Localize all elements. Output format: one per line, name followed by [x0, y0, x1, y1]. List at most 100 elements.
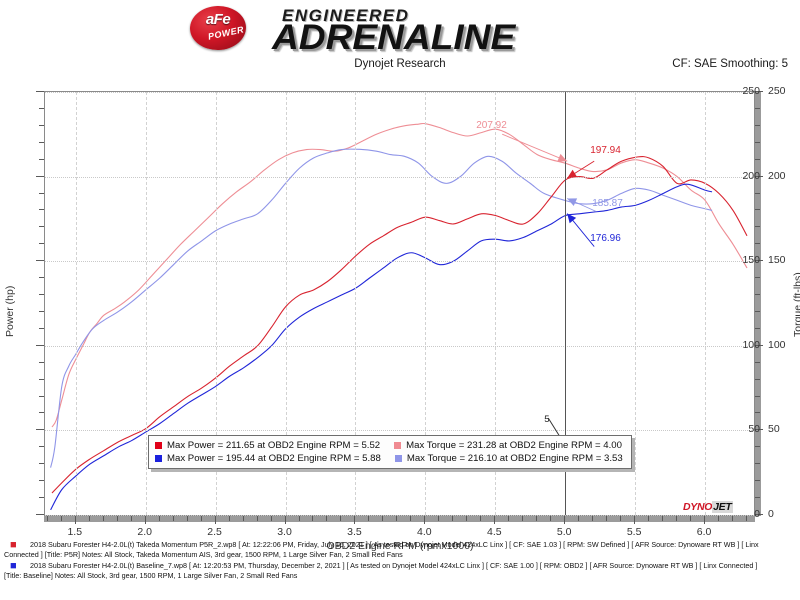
footnotes: ■ 2018 Subaru Forester H4-2.0L(t) Takeda…: [0, 540, 800, 582]
y-axis-tick-right: [755, 243, 760, 245]
footnote-text-line1: 2018 Subaru Forester H4-2.0L(t) Baseline…: [30, 561, 758, 570]
y-axis-label-right: 150: [768, 254, 786, 267]
curve-baseline-power: [50, 183, 713, 511]
gridline-horizontal: [45, 430, 754, 432]
x-axis-tick: [396, 516, 398, 521]
x-axis-tick: [732, 516, 734, 521]
y-axis-label-right: 100: [768, 338, 786, 351]
x-axis-tick: [312, 516, 314, 521]
x-axis-label: 5.5: [626, 526, 642, 538]
y-axis-tick-right: [755, 158, 760, 160]
x-axis-tick: [550, 516, 552, 521]
footnote-bullet-icon: ■: [10, 539, 17, 551]
y-axis-tick-left: [39, 226, 44, 228]
cursor-line[interactable]: [565, 92, 567, 515]
x-axis-tick: [242, 516, 244, 521]
y-axis-tick-right: [755, 310, 760, 312]
legend-swatch-light-red: [394, 442, 402, 449]
y-axis-tick-right: [755, 344, 763, 346]
y-axis-tick-left: [39, 497, 44, 499]
y-axis-tick-left: [39, 327, 44, 329]
x-axis-tick: [410, 516, 412, 521]
y-axis-tick-left: [36, 175, 44, 177]
y-axis-tick-right: [755, 395, 760, 397]
y-axis-label-right: 50: [768, 423, 780, 436]
adrenaline-text: ADRENALINE: [272, 18, 516, 57]
y-axis-tick-right: [755, 378, 760, 380]
legend-max-torque-baseline: Max Torque = 216.10 at OBD2 Engine RPM =…: [394, 453, 623, 464]
x-axis-tick: [88, 516, 90, 521]
x-axis-tick: [340, 516, 342, 521]
footnote-text-line2: [Title: Baseline] Notes: All Stock, 3rd …: [4, 571, 298, 580]
x-axis-tick: [620, 516, 622, 521]
x-axis-label: 4.5: [486, 526, 502, 538]
footnote-text-line1: 2018 Subaru Forester H4-2.0L(t) Takeda M…: [30, 540, 759, 549]
y-axis-tick-left: [36, 514, 44, 515]
x-axis-tick: [74, 516, 76, 524]
y-axis-tick-right: [755, 497, 760, 499]
x-axis-tick: [354, 516, 356, 524]
legend-max-torque-takeda: Max Torque = 231.28 at OBD2 Engine RPM =…: [394, 440, 622, 451]
correction-factor-note: CF: SAE Smoothing: 5: [672, 58, 788, 70]
y-axis-tick-left: [39, 209, 44, 211]
x-axis: [44, 516, 755, 524]
x-axis-tick: [676, 516, 678, 521]
gridline-vertical: [145, 92, 147, 515]
y-axis-tick-right: [755, 260, 763, 262]
y-axis-tick-right: [755, 480, 760, 482]
y-axis-tick-left: [39, 294, 44, 296]
x-axis-tick: [228, 516, 230, 521]
x-axis-label: 3.0: [277, 526, 292, 538]
y-axis-tick-right: [755, 294, 760, 296]
gridline-vertical: [355, 92, 357, 515]
y-axis-tick-left: [39, 158, 44, 160]
y-axis-tick-right: [755, 277, 760, 279]
x-axis-tick: [522, 516, 524, 521]
x-axis-tick: [494, 516, 496, 524]
afe-brand-text: aFe: [205, 11, 231, 28]
dynojet-watermark-dyno: DYNO: [683, 501, 713, 513]
gridline-horizontal: [45, 261, 754, 263]
x-axis-tick: [130, 516, 132, 521]
y-axis-tick-left: [39, 124, 44, 126]
legend-row: Max Power = 195.44 at OBD2 Engine RPM = …: [155, 452, 623, 465]
legend-max-power-takeda: Max Power = 211.65 at OBD2 Engine RPM = …: [155, 440, 380, 451]
y-axis-label-left: 200: [742, 169, 760, 182]
legend-label: Max Power = 211.65 at OBD2 Engine RPM = …: [167, 440, 381, 451]
y-axis-tick-right: [755, 361, 760, 363]
y-axis-tick-left: [39, 310, 44, 312]
legend-swatch-red: [155, 442, 162, 449]
gridline-horizontal: [45, 92, 754, 93]
footnote-bullet-icon: ■: [10, 560, 17, 572]
y-axis-tick-right: [755, 192, 760, 194]
y-axis-tick-left: [39, 192, 44, 194]
footnote-takeda: ■ 2018 Subaru Forester H4-2.0L(t) Takeda…: [0, 540, 800, 560]
y-axis-label-left: 250: [742, 85, 760, 97]
y-axis-tick-left: [39, 395, 44, 397]
x-axis-tick: [256, 516, 258, 521]
x-axis-tick: [466, 516, 468, 521]
chart-subtitle: Dynojet Research: [354, 58, 446, 70]
x-axis-tick: [298, 516, 300, 521]
x-axis-label: 3.5: [347, 526, 362, 538]
gridline-vertical: [425, 92, 427, 515]
x-axis-tick: [536, 516, 538, 521]
y-axis-label-left: 0: [754, 508, 760, 520]
value-annotation-takeda-torque: 207.92: [476, 120, 507, 132]
x-axis-tick: [746, 516, 747, 521]
x-axis-tick: [270, 516, 272, 521]
x-axis-tick: [648, 516, 650, 521]
gridline-vertical: [705, 92, 707, 515]
y-axis-tick-right: [755, 446, 760, 448]
x-axis-label: 6.0: [696, 526, 712, 538]
x-axis-tick: [284, 516, 286, 524]
x-axis-tick: [200, 516, 202, 521]
legend-swatch-light-blue: [394, 455, 402, 462]
y-axis-tick-right: [755, 91, 763, 92]
page-header: aFe POWER ENGINEERED ADRENALINE Dynojet …: [0, 0, 800, 80]
y-axis-tick-right: [755, 175, 763, 177]
legend-swatch-blue: [155, 455, 162, 462]
x-axis-tick: [144, 516, 146, 524]
value-annotation-takeda-power: 197.94: [590, 145, 621, 157]
x-axis-tick: [592, 516, 594, 521]
